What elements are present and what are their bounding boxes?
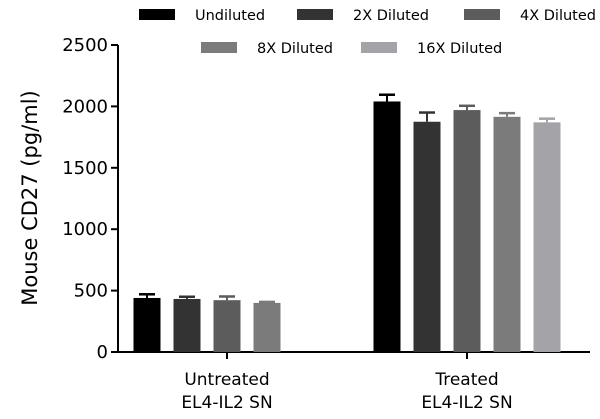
x-axis: Untreated EL4-IL2 SN Treated EL4-IL2 SN (118, 351, 590, 413)
legend-label: 2X Diluted (353, 8, 429, 24)
y-axis-label: Mouse CD27 (pg/ml) (18, 90, 42, 305)
legend-label: 4X Diluted (520, 8, 596, 24)
legend-swatch (297, 9, 333, 20)
bar (173, 298, 201, 352)
legend-label: Undiluted (195, 8, 265, 24)
bar (373, 101, 401, 352)
legend: Undiluted 2X Diluted 4X Diluted 8X Diluted 1… (139, 8, 596, 57)
y-tick-label: 2000 (62, 96, 108, 117)
y-tick-label: 500 (74, 281, 108, 302)
legend-label: 16X Diluted (417, 41, 502, 57)
x-tick-label: EL4-IL2 SN (421, 393, 512, 413)
x-tick-label: Untreated (184, 370, 269, 390)
bar (253, 302, 281, 352)
bar (453, 110, 481, 352)
bar (213, 300, 241, 352)
legend-swatch (361, 42, 397, 53)
legend-swatch (201, 42, 237, 53)
bar (133, 297, 161, 352)
y-tick-label: 1500 (62, 158, 108, 179)
x-tick-label: Treated (434, 370, 498, 390)
y-tick-label: 2500 (62, 35, 108, 56)
legend-swatch (464, 9, 500, 20)
y-axis: 0 500 1000 1500 2000 2500 (62, 35, 119, 363)
bar (493, 116, 521, 352)
bar (413, 121, 441, 352)
y-tick-label: 1000 (62, 219, 108, 240)
x-tick-label: EL4-IL2 SN (181, 393, 272, 413)
bars (133, 93, 561, 352)
y-tick-label: 0 (97, 342, 108, 363)
bar (533, 122, 561, 352)
legend-label: 8X Diluted (257, 41, 333, 57)
legend-swatch (139, 9, 175, 20)
